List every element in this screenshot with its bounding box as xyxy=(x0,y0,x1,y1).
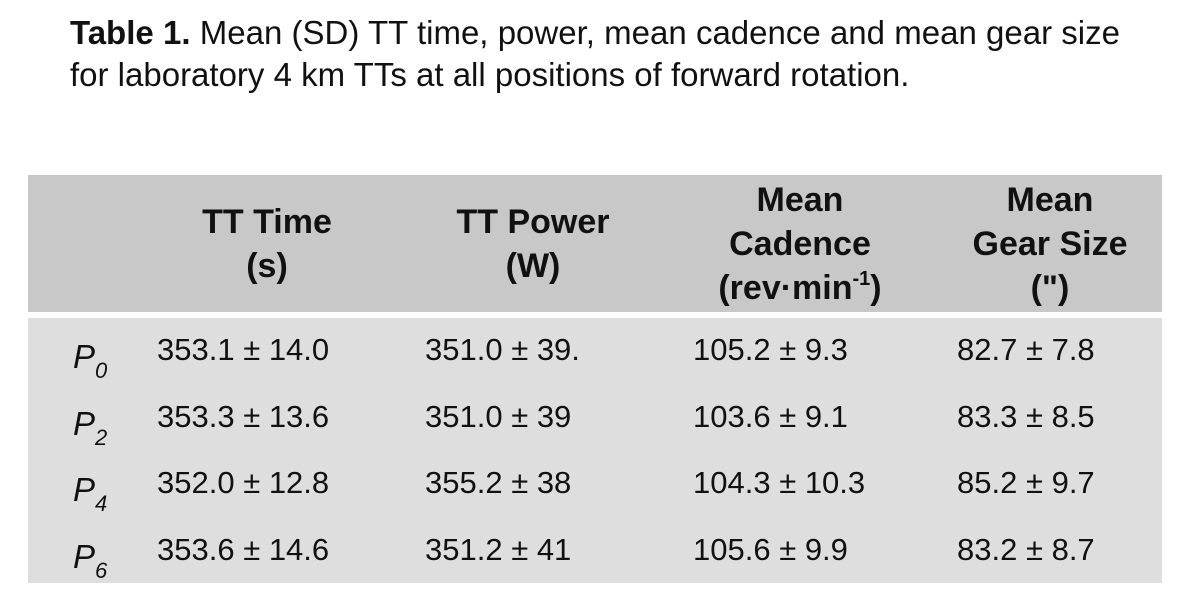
caption-text: Mean (SD) TT time, power, mean cadence a… xyxy=(70,14,1120,93)
cell: 355.2 ± 38 xyxy=(425,465,572,500)
header-cell: TT Power (W) xyxy=(403,175,663,312)
row-label-main: P xyxy=(73,404,96,442)
row-label-sub: 0 xyxy=(95,358,108,383)
table-header: TT Time (s) TT Power (W) Mean Cadence (r… xyxy=(28,175,1162,312)
header-line: Mean xyxy=(1006,180,1094,219)
cell: 85.2 ± 9.7 xyxy=(957,465,1095,500)
header-line: Gear Size xyxy=(972,224,1128,263)
header-line: (s) xyxy=(246,246,288,285)
cell: 351.0 ± 39 xyxy=(425,398,572,434)
header-line: (W) xyxy=(505,246,561,285)
cell: 104.3 ± 10.3 xyxy=(693,465,866,500)
header-cell: Mean Gear Size (") xyxy=(920,175,1180,312)
row-label-main: P xyxy=(73,537,96,575)
row-label-main: P xyxy=(73,471,96,508)
row-label-sub: 2 xyxy=(95,424,108,450)
header-line: (") xyxy=(1030,268,1070,307)
table-body: P0 353.1 ± 14.0 351.0 ± 39. 105.2 ± 9.3 82.7… xyxy=(28,318,1162,583)
row-label-main: P xyxy=(73,338,96,375)
cell: 351.0 ± 39. xyxy=(425,332,580,367)
caption: Table 1. Mean (SD) TT time, power, mean … xyxy=(70,12,1120,96)
unit-sup: -1 xyxy=(852,267,871,290)
header-line: Cadence xyxy=(729,224,871,263)
row-label: P0 xyxy=(73,338,107,382)
header-unit: (rev·min-1) xyxy=(718,266,881,310)
cell: 105.6 ± 9.9 xyxy=(693,531,848,567)
cell: 351.2 ± 41 xyxy=(425,531,572,567)
cell: 82.7 ± 7.8 xyxy=(957,332,1095,367)
header-line: TT Power xyxy=(456,202,610,241)
header-line: Mean xyxy=(756,180,844,219)
row-label-sub: 6 xyxy=(95,557,108,583)
unit-close: ) xyxy=(870,268,882,307)
cell: 352.0 ± 12.8 xyxy=(157,465,330,500)
cell: 353.6 ± 14.6 xyxy=(157,531,330,567)
cell: 83.3 ± 8.5 xyxy=(957,398,1095,434)
cell: 353.3 ± 13.6 xyxy=(157,398,330,434)
caption-label: Table 1. xyxy=(70,14,191,51)
cell: 103.6 ± 9.1 xyxy=(693,398,848,434)
cell: 353.1 ± 14.0 xyxy=(157,332,330,367)
cell: 105.2 ± 9.3 xyxy=(693,332,848,367)
row-label: P6 xyxy=(73,537,107,582)
header-cell: Mean Cadence (rev·min-1) xyxy=(670,175,930,312)
header-line: TT Time xyxy=(202,202,332,241)
row-label: P4 xyxy=(73,471,107,515)
unit-open: (rev·min xyxy=(718,268,853,307)
cell: 83.2 ± 8.7 xyxy=(957,531,1095,567)
row-label: P2 xyxy=(73,404,107,449)
row-label-sub: 4 xyxy=(95,491,108,516)
header-cell: TT Time (s) xyxy=(137,175,397,312)
